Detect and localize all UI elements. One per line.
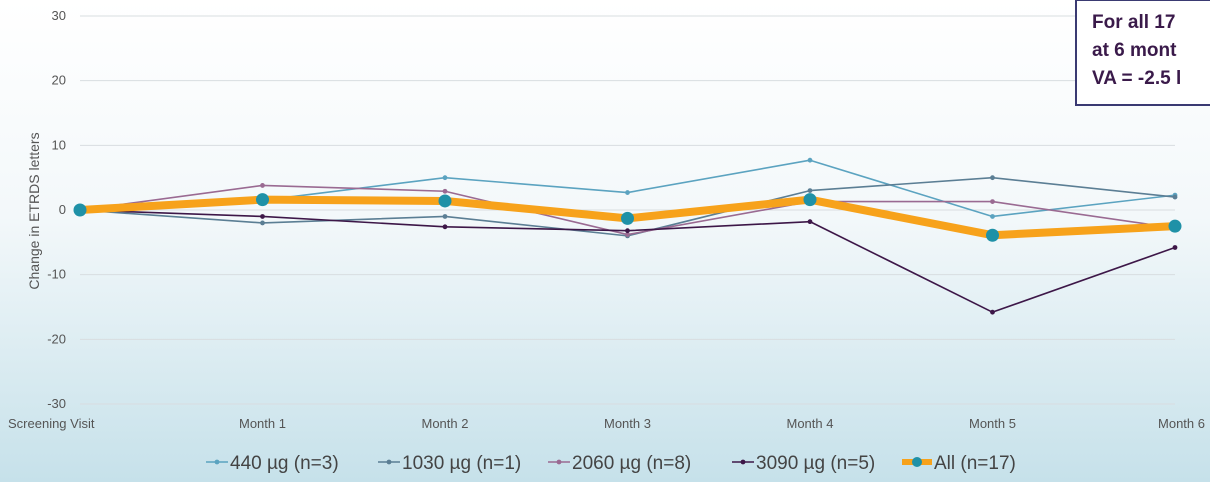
data-point (442, 224, 448, 230)
legend-label: 440 µg (n=3) (230, 453, 339, 474)
legend: 440 µg (n=3) 1030 µg (n=1) 2060 µg (n=8) 30… (206, 453, 1016, 474)
data-point (625, 232, 630, 237)
legend-label: 1030 µg (n=1) (402, 453, 521, 474)
legend-label: 2060 µg (n=8) (572, 453, 691, 474)
data-point (807, 219, 813, 225)
x-tick-label: Month 2 (422, 416, 469, 431)
data-point (625, 228, 630, 234)
y-tick-label: 30 (52, 8, 66, 23)
data-point (260, 183, 265, 188)
y-tick-label: 10 (52, 137, 66, 152)
all-data-point (986, 228, 999, 242)
grid (80, 15, 1175, 405)
data-point (260, 214, 265, 219)
y-tick-label: 0 (59, 202, 66, 217)
data-point (990, 175, 995, 181)
x-tick-label: Month 3 (604, 416, 651, 431)
annotation-box (1075, 0, 1210, 106)
annotation-line-1: For all 17 (1092, 12, 1175, 33)
y-axis-title: Change in ETRDS letters (26, 132, 42, 289)
annotation-callout: For all 17 at 6 mont VA = -2.5 l (1075, 0, 1210, 106)
legend-swatch-marker (386, 459, 392, 465)
all-data-point (803, 193, 817, 207)
x-tick-label: Month 5 (969, 416, 1016, 431)
annotation-line-3: VA = -2.5 l (1092, 68, 1181, 89)
x-tick-label: Month 6 (1158, 416, 1205, 431)
data-point (1172, 194, 1178, 200)
y-tick-label: -10 (47, 267, 66, 282)
legend-label: 3090 µg (n=5) (756, 453, 875, 474)
data-point (442, 188, 448, 194)
all-data-point (256, 193, 269, 207)
legend-swatch-marker (214, 459, 220, 465)
y-tick-label: -20 (47, 331, 66, 346)
all-data-point (1168, 219, 1182, 233)
series (73, 157, 1182, 315)
annotation-line-2: at 6 mont (1092, 40, 1177, 61)
data-point (990, 199, 995, 204)
legend-swatch-marker (912, 457, 922, 467)
x-tick-label: Month 1 (239, 416, 286, 431)
legend-label: All (n=17) (934, 453, 1016, 474)
data-point (990, 309, 995, 315)
x-tick-label: Screening Visit (8, 416, 95, 431)
data-point (442, 175, 448, 181)
data-point (625, 190, 630, 195)
data-point (260, 220, 265, 226)
y-tick-label: -30 (47, 396, 66, 411)
data-point (442, 214, 448, 219)
data-point (1172, 245, 1178, 250)
all-data-point (621, 211, 634, 225)
y-tick-label: 20 (52, 73, 66, 88)
data-point (807, 188, 813, 194)
y-tick-labels: 30 20 10 0 -10 -20 -30 (47, 8, 66, 411)
all-data-point (73, 203, 87, 217)
x-tick-labels: Screening Visit Month 1 Month 2 Month 3 Mont… (8, 416, 1205, 431)
data-point (807, 157, 813, 163)
all-data-point (438, 194, 452, 208)
data-point (990, 214, 995, 219)
legend-swatch-marker (740, 459, 746, 465)
x-tick-label: Month 4 (787, 416, 834, 431)
legend-swatch-marker (556, 459, 562, 465)
